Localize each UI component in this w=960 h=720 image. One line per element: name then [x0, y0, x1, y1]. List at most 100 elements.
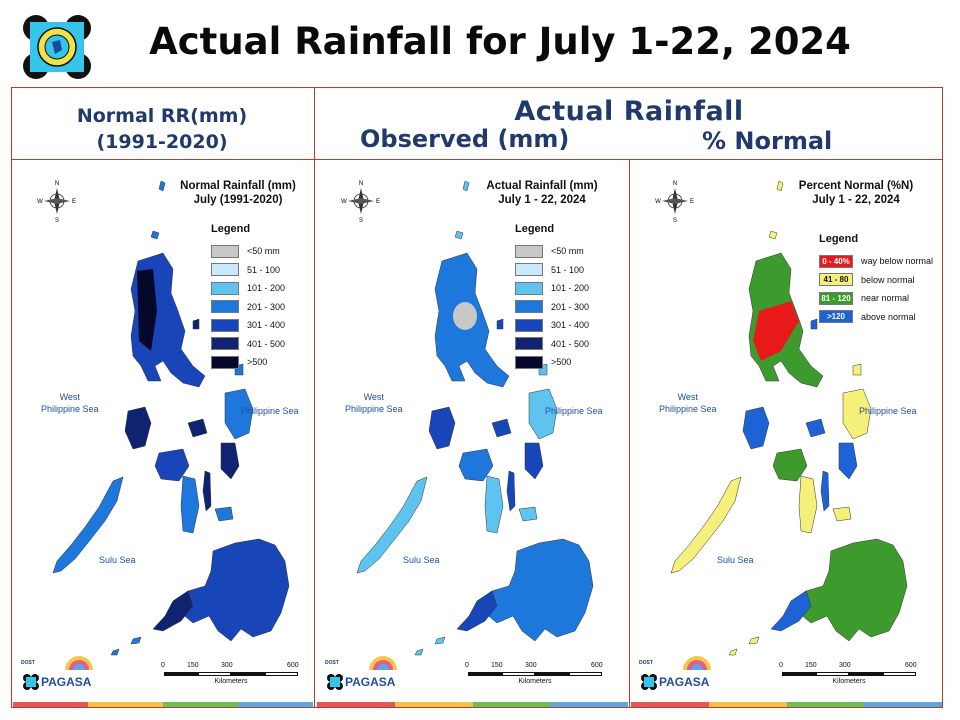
masbate-island: [187, 418, 208, 438]
masbate-island: [805, 418, 826, 438]
polillo-island: [496, 318, 504, 330]
batanes-island: [158, 180, 166, 192]
legend-label: 201 - 300: [247, 301, 286, 312]
tawi-island: [414, 648, 424, 656]
table-frame: [11, 87, 943, 708]
svg-text:E: E: [690, 199, 694, 205]
panel-title: Percent Normal (%N) July 1 - 22, 2024: [791, 179, 921, 207]
color-strip: [317, 702, 628, 707]
legend-label: 51 - 100: [551, 264, 585, 275]
scale-tick: 0: [465, 662, 469, 669]
philippines-map: N S E W: [655, 180, 908, 656]
panel-title-line2: July 1 - 22, 2024: [498, 194, 586, 206]
palawan-island: [356, 476, 428, 574]
panel-title: Actual Rainfall (mm) July 1 - 22, 2024: [477, 179, 607, 207]
philippine-sea-label: Philippine Sea: [859, 406, 917, 416]
map-legend: Legend 0 - 40% way below normal 41 - 80 belo…: [819, 233, 933, 326]
legend-swatch: [515, 355, 543, 369]
svg-text:E: E: [72, 199, 76, 205]
mindanao-island: [790, 538, 908, 642]
map-legend: Legend <50 mm 51 - 100 101 - 200 201 - 300 30…: [211, 223, 285, 372]
panel-title-line1: Normal Rainfall (mm): [180, 180, 296, 192]
legend-label: above normal: [861, 311, 916, 322]
scale-tick: 150: [805, 662, 817, 669]
zamboanga-peninsula: [152, 590, 194, 632]
color-strip: [631, 702, 942, 707]
svg-text:E: E: [376, 199, 380, 205]
legend-swatch: [211, 263, 239, 277]
zamboanga-peninsula: [770, 590, 812, 632]
legend-swatch: [211, 337, 239, 351]
legend-swatch: [515, 281, 543, 295]
legend-swatch: >120: [819, 310, 853, 324]
west-philippine-sea-label: West Philippine Sea: [41, 392, 99, 414]
header-observed: Observed (mm): [360, 125, 570, 153]
sulu-island: [434, 636, 446, 645]
legend-item: 41 - 80 below normal: [819, 271, 933, 290]
palawan-island: [670, 476, 742, 574]
zamboanga-peninsula: [456, 590, 498, 632]
scale-bar: 0 150 300 600 Kilometers: [779, 662, 919, 685]
mindanao-island: [172, 538, 290, 642]
philippine-sea-label: Philippine Sea: [545, 406, 603, 416]
bohol-island: [214, 506, 234, 522]
west-philippine-sea-label: West Philippine Sea: [659, 392, 717, 414]
sulu-sea-label: Sulu Sea: [717, 555, 754, 565]
svg-text:PAGASA: PAGASA: [41, 675, 92, 689]
polillo-island: [810, 318, 818, 330]
negros-island: [798, 475, 818, 534]
header-normal-line1: Normal RR(mm): [76, 105, 248, 127]
legend-item: 401 - 500: [211, 335, 285, 354]
cebu-island: [506, 470, 516, 512]
mindoro-island: [428, 406, 456, 450]
legend-swatch: 0 - 40%: [819, 254, 853, 268]
samar-island: [224, 388, 254, 440]
batanes-island: [462, 180, 470, 192]
leyte-island: [524, 442, 544, 480]
svg-text:W: W: [341, 199, 347, 205]
header-actual: Actual Rainfall: [514, 96, 744, 127]
legend-label: 401 - 500: [247, 338, 286, 349]
legend-label: 301 - 400: [551, 320, 590, 331]
scale-tick: 300: [839, 662, 851, 669]
svg-text:DOST: DOST: [325, 660, 339, 666]
mindoro-island: [124, 406, 152, 450]
pagasa-logo: DOST PAGASA: [21, 656, 93, 690]
scale-tick: 150: [187, 662, 199, 669]
svg-text:DOST: DOST: [21, 660, 35, 666]
masbate-island: [491, 418, 512, 438]
leyte-island: [838, 442, 858, 480]
scale-tick: 0: [779, 662, 783, 669]
header-normal: Normal RR(mm) (1991-2020): [12, 103, 312, 155]
legend-item: 301 - 400: [211, 316, 285, 335]
legend-title: Legend: [211, 223, 251, 235]
compass-icon: N S E W: [37, 181, 76, 224]
legend-item: 0 - 40% way below normal: [819, 252, 933, 271]
mindoro-island: [742, 406, 770, 450]
legend-item: >120 above normal: [819, 308, 933, 327]
legend-label: <50 mm: [247, 246, 280, 257]
svg-text:PAGASA: PAGASA: [345, 675, 396, 689]
legend-label: 51 - 100: [247, 264, 281, 275]
color-strip: [13, 702, 313, 707]
legend-swatch: [515, 263, 543, 277]
negros-island: [484, 475, 504, 534]
babuyan-island: [150, 230, 160, 240]
panel-title-line1: Actual Rainfall (mm): [486, 180, 598, 192]
compass-icon: N S E W: [655, 181, 694, 224]
cebu-island: [202, 470, 212, 512]
legend-swatch: [515, 244, 543, 258]
dry-zone: [453, 302, 477, 330]
compass-icon: N S E W: [341, 181, 380, 224]
palawan-island: [52, 476, 124, 574]
pagasa-logo: DOST PAGASA: [639, 656, 711, 690]
legend-label: 301 - 400: [247, 320, 286, 331]
legend-swatch: [515, 337, 543, 351]
bohol-island: [518, 506, 538, 522]
samar-island: [842, 388, 872, 440]
divider: [629, 159, 630, 708]
header-percent-normal: % Normal: [702, 127, 833, 155]
scale-bar: 0 150 300 600 Kilometers: [465, 662, 605, 685]
legend-item: <50 mm: [515, 242, 589, 261]
legend-item: 101 - 200: [211, 279, 285, 298]
